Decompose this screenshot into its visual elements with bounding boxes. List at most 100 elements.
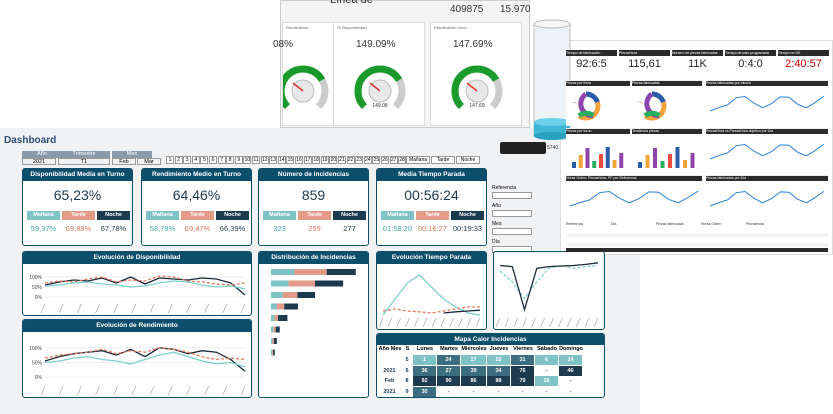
day-button[interactable]: 18 (312, 156, 321, 164)
x-tick-stub (40, 385, 46, 396)
y-tick-label: 100% (29, 275, 42, 281)
day-button[interactable]: 25 (372, 156, 381, 164)
mini-chart-title: Piezas por línea (566, 81, 630, 86)
day-button[interactable]: 22 (346, 156, 355, 164)
heatmap-cell: 86 (461, 376, 486, 386)
mini-line (569, 190, 699, 207)
day-button[interactable]: 1 (166, 156, 174, 164)
day-button[interactable]: 17 (303, 156, 312, 164)
x-tick-stub (240, 303, 246, 314)
day-button[interactable]: 19 (320, 156, 329, 164)
heatmap-cell: - (487, 386, 510, 397)
table-header: Referencia (566, 222, 583, 226)
filter-value: 2021 (22, 158, 56, 165)
chart-title: Distribución de Incidencias (259, 252, 368, 264)
gauge-title: Rendimiento (286, 25, 309, 30)
heatmap-cell: 92 (413, 376, 436, 386)
plc-device (500, 142, 546, 154)
heatmap-cell: 27 (437, 365, 460, 376)
mini-chart: Horas Orden, PiezasHora, PF por Referenc… (566, 175, 702, 221)
heatmap-cell: 46 (559, 365, 582, 376)
day-button[interactable]: 6 (209, 156, 217, 164)
gauge-fill (451, 65, 500, 110)
heatmap-cell: 90 (437, 376, 460, 386)
x-tick-stub (405, 317, 410, 328)
mini-chart-title: Tendencia piezas (632, 129, 702, 134)
heatmap-cell: - (511, 386, 534, 397)
kpi-card: Disponibilidad Media en Turno 65,23% Mañan… (22, 168, 133, 246)
shift-value: 67,78% (100, 224, 127, 233)
gauge-fill (354, 65, 403, 110)
day-button[interactable]: 28 (398, 156, 407, 164)
shift-value: 59,37% (30, 224, 57, 233)
x-tick-stub (396, 317, 401, 328)
chart-svg: 100% 50% 0% (29, 275, 246, 314)
day-button[interactable]: 10 (243, 156, 252, 164)
mini-bar (572, 162, 576, 168)
day-button[interactable]: 12 (260, 156, 269, 164)
chart-svg (709, 190, 825, 207)
bar-segment (315, 280, 344, 287)
day-button[interactable]: 8 (226, 156, 235, 164)
kpi-label: Tiempo no OK (778, 50, 829, 56)
x-tick-stub (186, 385, 191, 396)
day-button[interactable]: 13 (269, 156, 278, 164)
day-button[interactable]: 24 (363, 156, 372, 164)
shift-button[interactable]: Noche (456, 156, 480, 164)
side-filter-box[interactable] (492, 192, 532, 199)
table-row (566, 233, 828, 237)
day-button[interactable]: 4 (191, 156, 200, 164)
shift-value: 323 (273, 224, 286, 233)
day-button[interactable]: 15 (286, 156, 295, 164)
x-tick-stub (131, 385, 137, 396)
tank-top (533, 19, 571, 29)
mini-chart: PiezasHora vs PiezasHora objetivo por Dí… (706, 128, 828, 174)
kpi-value: 64,46% (172, 187, 221, 203)
day-button[interactable]: 2 (174, 156, 183, 164)
kpi-value: 00:56:24 (404, 187, 459, 203)
mini-bar (612, 160, 617, 168)
series-line (44, 276, 246, 296)
shift-value: 00:16:27 (417, 224, 448, 233)
x-tick-stub (531, 317, 536, 328)
dashboard-title: Dashboard (4, 135, 57, 146)
x-tick-stub (240, 385, 246, 396)
shift-tag: Mañana (146, 211, 179, 220)
kpi-title: Rendimiento Medio en Turno (142, 169, 251, 181)
day-button[interactable]: 21 (338, 156, 346, 164)
shift-tag: Mañana (263, 211, 296, 220)
day-button[interactable]: 11 (252, 156, 260, 164)
day-button[interactable]: 16 (295, 156, 303, 164)
bar-segment (294, 269, 327, 275)
day-button[interactable]: 26 (381, 156, 389, 164)
heatmap-cell: - (437, 386, 460, 397)
gauge-card: Rendimiento 08% (273, 22, 342, 126)
mini-chart: Piezas por línea (566, 80, 630, 126)
side-filter-box[interactable] (492, 210, 532, 217)
table-header: Piezas fabricadas (656, 222, 684, 226)
bar-segment (275, 326, 280, 333)
day-button[interactable]: 27 (389, 156, 398, 164)
chart-svg: 147.69 (451, 65, 503, 110)
chart-svg (638, 147, 695, 168)
shift-button[interactable]: Tarde (431, 156, 455, 164)
x-tick-stub (186, 303, 191, 314)
x-tick-stub (77, 303, 82, 314)
side-filter-box[interactable] (492, 228, 532, 235)
x-tick-stub (495, 317, 501, 328)
bar-segment (272, 349, 274, 356)
bar-segment (271, 292, 283, 298)
shift-button[interactable]: Mañana (406, 156, 430, 164)
day-button[interactable]: 3 (183, 156, 192, 164)
chart-svg (283, 65, 329, 110)
day-button[interactable]: 9 (234, 156, 243, 164)
heatmap-header: Sábado (537, 346, 557, 352)
day-button[interactable]: 7 (217, 156, 226, 164)
day-button[interactable]: 14 (277, 156, 286, 164)
day-button[interactable]: 23 (355, 156, 364, 164)
x-tick-stub (422, 317, 428, 328)
x-tick-stub (431, 317, 437, 328)
day-button[interactable]: 20 (329, 156, 338, 164)
day-button[interactable]: 5 (200, 156, 209, 164)
chart-svg (533, 19, 571, 140)
